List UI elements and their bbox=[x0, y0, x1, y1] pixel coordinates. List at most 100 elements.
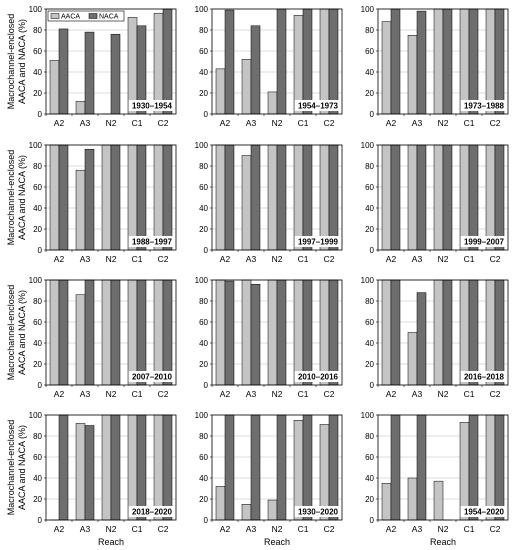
bar-naca bbox=[416, 144, 427, 251]
y-tick-label: 100 bbox=[29, 411, 43, 420]
legend-entry: NACA bbox=[99, 14, 119, 21]
x-tick-label: C2 bbox=[158, 254, 169, 264]
bar-naca bbox=[224, 144, 235, 251]
bar-naca bbox=[250, 414, 261, 521]
bar-aaca bbox=[381, 483, 392, 521]
bar-naca bbox=[468, 279, 479, 386]
y-tick-label: 80 bbox=[33, 26, 42, 35]
x-axis-label: Reach bbox=[264, 537, 290, 547]
y-tick-label: 0 bbox=[38, 110, 43, 119]
x-tick-label: A2 bbox=[220, 524, 231, 534]
chart-panel: 0 20 40 60 80 100 A2 A3 N2 C1 C2 1988–1997 Macrochan… bbox=[6, 141, 177, 264]
bar-aaca bbox=[75, 169, 86, 251]
chart-panel: 0 20 40 60 80 100 A2 A3 N2 C1 C2 1954–2020 Reach bbox=[361, 411, 509, 547]
x-tick-label: N2 bbox=[438, 389, 449, 399]
y-tick-label: 100 bbox=[195, 276, 209, 285]
plot-frame bbox=[45, 8, 177, 115]
y-axis-label-line1: Macrochannel-enclosed bbox=[6, 14, 16, 110]
bar-naca bbox=[136, 414, 147, 521]
y-tick-label: 0 bbox=[38, 516, 43, 525]
y-tick-label: 60 bbox=[33, 453, 42, 462]
bar-aaca bbox=[319, 144, 330, 251]
y-tick-label: 40 bbox=[365, 204, 374, 213]
x-tick-label: N2 bbox=[272, 524, 283, 534]
y-tick-label: 60 bbox=[199, 318, 208, 327]
period-label: 2018–2020 bbox=[132, 508, 173, 517]
bar-aaca bbox=[319, 279, 330, 386]
y-axis-label-line1: Macrochannel-enclosed bbox=[6, 150, 16, 246]
y-tick-label: 20 bbox=[365, 89, 374, 98]
x-tick-label: C1 bbox=[298, 254, 309, 264]
y-tick-label: 40 bbox=[33, 204, 42, 213]
y-tick-label: 20 bbox=[33, 89, 42, 98]
y-tick-label: 0 bbox=[38, 246, 43, 255]
period-label: 1973–1988 bbox=[464, 102, 505, 111]
x-tick-label: A2 bbox=[220, 389, 231, 399]
bar-aaca bbox=[319, 424, 330, 521]
bar-aaca bbox=[267, 144, 278, 251]
chart-panel: 0 20 40 60 80 100 A2 A3 N2 C1 C2 2010–2016 bbox=[195, 276, 343, 399]
bar-aaca bbox=[433, 480, 444, 521]
bar-naca bbox=[276, 414, 287, 521]
bar-naca bbox=[494, 414, 505, 521]
x-tick-label: A3 bbox=[80, 389, 91, 399]
bar-aaca bbox=[153, 12, 164, 115]
bar-naca bbox=[468, 8, 479, 115]
x-tick-label: C2 bbox=[324, 389, 335, 399]
y-tick-label: 20 bbox=[199, 495, 208, 504]
x-tick-label: N2 bbox=[272, 389, 283, 399]
bar-aaca bbox=[127, 414, 138, 521]
bar-aaca bbox=[407, 144, 418, 251]
bar-naca bbox=[328, 279, 339, 386]
bar-naca bbox=[110, 144, 121, 251]
plot-frame bbox=[377, 144, 509, 251]
y-tick-label: 60 bbox=[33, 318, 42, 327]
bar-aaca bbox=[49, 279, 60, 386]
bar-aaca bbox=[241, 59, 252, 115]
y-tick-label: 60 bbox=[199, 453, 208, 462]
bar-naca bbox=[58, 144, 69, 251]
x-tick-label: C1 bbox=[464, 118, 475, 128]
bar-naca bbox=[416, 292, 427, 386]
bar-naca bbox=[302, 8, 313, 115]
x-tick-label: A3 bbox=[80, 254, 91, 264]
x-tick-label: A3 bbox=[412, 254, 423, 264]
period-label-background bbox=[460, 236, 506, 247]
bar-aaca bbox=[485, 8, 496, 115]
bar-naca bbox=[390, 414, 401, 521]
y-tick-label: 40 bbox=[365, 68, 374, 77]
legend-box bbox=[47, 10, 125, 22]
bar-aaca bbox=[215, 486, 226, 521]
y-tick-label: 0 bbox=[370, 516, 375, 525]
y-tick-label: 20 bbox=[199, 89, 208, 98]
bar-aaca bbox=[49, 60, 60, 115]
period-label: 2007–2010 bbox=[132, 373, 173, 382]
bar-naca bbox=[84, 279, 95, 386]
chart-panel: 0 20 40 60 80 100 A2 A3 N2 C1 C2 1999–2007 bbox=[361, 141, 509, 264]
x-tick-label: A2 bbox=[386, 524, 397, 534]
bar-naca bbox=[162, 8, 173, 115]
bar-aaca bbox=[101, 414, 112, 521]
bar-naca bbox=[276, 8, 287, 115]
x-tick-label: C2 bbox=[490, 254, 501, 264]
chart-panel: 0 20 40 60 80 100 A2 A3 N2 C1 C2 2016–2018 bbox=[361, 276, 509, 399]
x-tick-label: N2 bbox=[106, 524, 117, 534]
y-tick-label: 20 bbox=[33, 495, 42, 504]
bar-aaca bbox=[459, 144, 470, 251]
bar-aaca bbox=[407, 332, 418, 386]
bar-naca bbox=[58, 414, 69, 521]
bar-aaca bbox=[267, 91, 278, 115]
bar-naca bbox=[416, 414, 427, 521]
period-label: 1997–1999 bbox=[298, 238, 339, 247]
x-tick-label: C1 bbox=[298, 389, 309, 399]
bar-naca bbox=[442, 8, 453, 115]
bar-aaca bbox=[433, 279, 444, 386]
y-axis-label: Macrochannel-enclosedAACA and NACA (%) bbox=[6, 150, 27, 246]
y-tick-label: 40 bbox=[199, 339, 208, 348]
bar-aaca bbox=[459, 422, 470, 521]
x-tick-label: A3 bbox=[246, 118, 257, 128]
bar-naca bbox=[224, 280, 235, 386]
x-tick-label: A2 bbox=[54, 389, 65, 399]
bar-naca bbox=[58, 28, 69, 115]
